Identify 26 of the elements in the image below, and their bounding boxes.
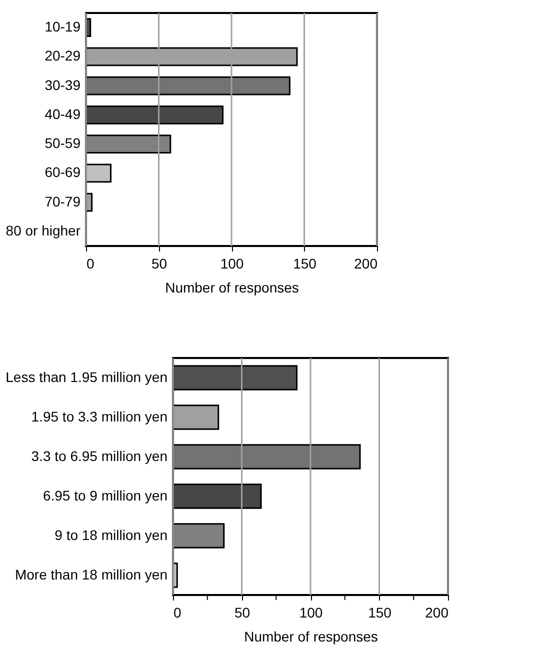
x-axis-title: Number of responses [165,280,299,296]
y-tick-label: 40-49 [44,106,81,122]
x-axis-title: Number of responses [244,628,378,644]
x-tick-label: 100 [220,256,244,272]
y-tick-label: 30-39 [44,76,81,93]
y-tick-label: 9 to 18 million yen [54,526,168,543]
y-tick-label: 3.3 to 6.95 million yen [31,448,168,464]
y-tick-label: 1.95 to 3.3 million yen [31,408,168,424]
y-tick-label: Less than 1.95 million yen [6,368,168,385]
y-tick-label: 80 or higher [6,222,81,238]
x-tick-label: 0 [86,256,94,272]
x-tick-label: 50 [234,604,250,620]
y-tick-label: 50-59 [44,135,81,152]
x-tick-label: 0 [174,604,182,620]
y-tick-label: 6.95 to 9 million yen [42,487,168,504]
x-tick-label: 200 [425,604,449,620]
y-tick-label: 20-29 [44,48,81,64]
y-tick-label: 70-79 [44,193,81,210]
y-tick-label: 10-19 [44,18,81,35]
y-tick-label: 60-69 [44,164,81,180]
x-tick-label: 150 [368,604,392,620]
x-tick-label: 50 [151,256,168,272]
x-tick-label: 200 [354,256,378,272]
x-tick-label: 150 [293,256,317,272]
y-tick-label: More than 18 million yen [14,566,168,582]
x-tick-label: 100 [299,604,323,620]
